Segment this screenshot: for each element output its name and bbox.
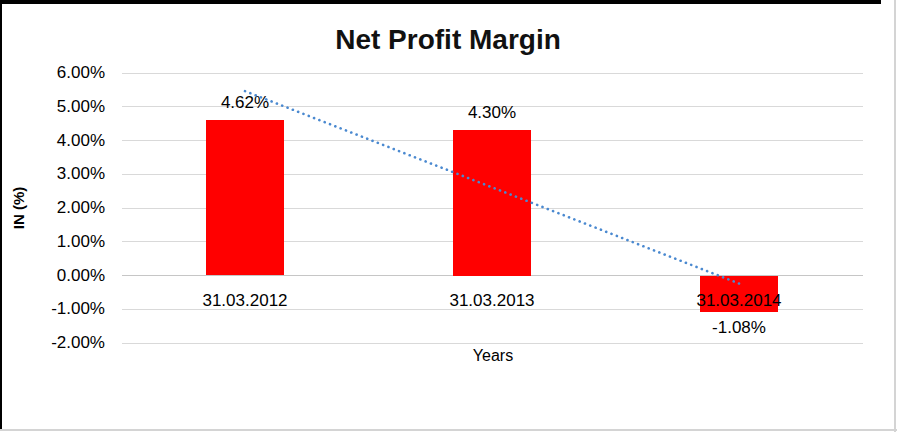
y-tick-label: 5.00% [27,97,105,117]
trendline [0,0,897,432]
gridline [122,343,863,344]
x-axis-title: Years [433,346,553,366]
x-category-label: 31.03.2014 [684,291,794,311]
gridline [122,73,863,74]
bar [206,120,284,276]
bottom-border [0,429,897,431]
y-tick-label: 3.00% [27,164,105,184]
bar-value-label: 4.30% [447,103,537,123]
bar-value-label: 4.62% [200,93,290,113]
y-tick-label: -1.00% [27,299,105,319]
y-tick-label: 1.00% [27,232,105,252]
y-tick-label: 2.00% [27,198,105,218]
y-axis-title: IN (%) [9,148,29,268]
y-tick-label: 4.00% [27,131,105,151]
bar-value-label: -1.08% [694,318,784,338]
bar [453,130,531,275]
left-border [0,0,2,430]
top-border [0,0,881,4]
y-tick-label: 6.00% [27,63,105,83]
x-category-label: 31.03.2013 [437,291,547,311]
y-tick-label: 0.00% [27,266,105,286]
net-profit-margin-chart: Net Profit Margin IN (%) Years 6.00% 5.00… [0,0,897,432]
x-category-label: 31.03.2012 [190,291,300,311]
right-border [894,0,896,432]
y-tick-label: -2.00% [27,333,105,353]
chart-title: Net Profit Margin [148,22,748,58]
